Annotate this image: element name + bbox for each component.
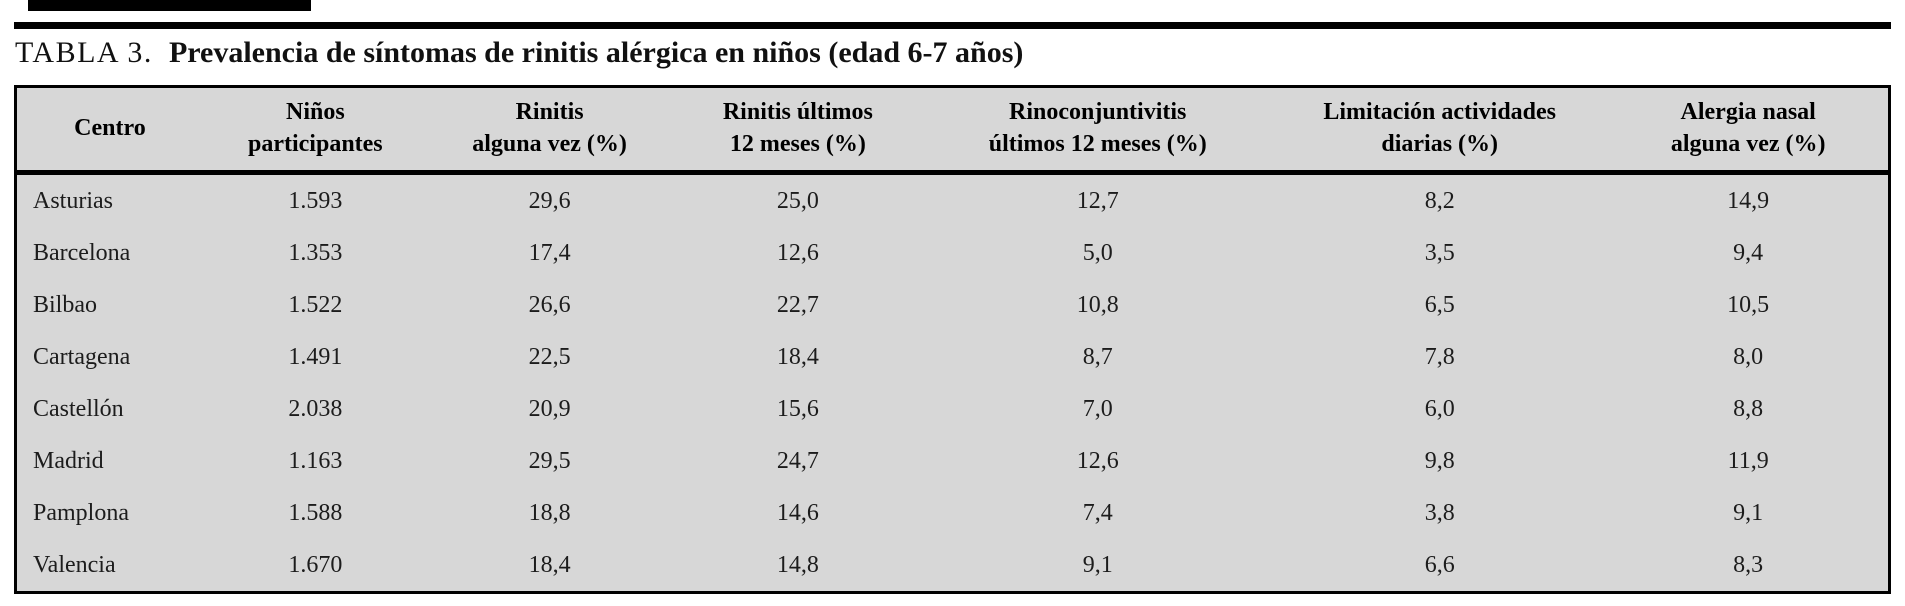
col-header-rinitis-12-meses: Rinitis últimos 12 meses (%) bbox=[671, 86, 925, 175]
value-cell: 8,2 bbox=[1424, 187, 1455, 214]
value-cell: 6,5 bbox=[1424, 291, 1455, 318]
value-cell: 11,9 bbox=[1727, 447, 1769, 474]
col-header-rinitis-alguna-vez: Rinitis alguna vez (%) bbox=[427, 86, 672, 175]
table-row: Barcelona 1.353 17,4 12,6 5,0 3,5 9,4 bbox=[16, 227, 1890, 279]
value-cell: 22,5 bbox=[528, 343, 571, 370]
col-header-alergia-nasal: Alergia nasal alguna vez (%) bbox=[1608, 86, 1890, 175]
center-name: Pamplona bbox=[33, 499, 129, 526]
center-name: Bilbao bbox=[33, 291, 97, 318]
center-name: Cartagena bbox=[33, 343, 131, 370]
col-header-ninos-participantes: Niños participantes bbox=[202, 86, 428, 175]
value-cell: 15,6 bbox=[776, 395, 819, 422]
center-name: Valencia bbox=[33, 551, 116, 578]
center-name: Castellón bbox=[33, 395, 124, 422]
value-cell: 9,4 bbox=[1733, 239, 1764, 266]
value-cell: 14,9 bbox=[1727, 187, 1770, 214]
center-name: Madrid bbox=[33, 447, 104, 474]
header-row: Centro Niños participantes Rinitis algun… bbox=[15, 86, 1890, 175]
value-cell: 25,0 bbox=[776, 187, 819, 214]
value-cell: 18,8 bbox=[528, 499, 571, 526]
value-cell: 7,0 bbox=[1082, 395, 1113, 422]
table-title-text: Prevalencia de síntomas de rinitis alérg… bbox=[168, 36, 1024, 69]
col-header-limitacion-actividades: Limitación actividades diarias (%) bbox=[1271, 86, 1609, 175]
value-cell: 2.038 bbox=[288, 395, 343, 422]
value-cell: 12,7 bbox=[1076, 187, 1119, 214]
value-cell: 10,5 bbox=[1727, 291, 1770, 318]
value-cell: 1.163 bbox=[288, 447, 343, 474]
value-cell: 6,0 bbox=[1424, 395, 1455, 422]
table-number-label: TABLA 3. bbox=[15, 36, 153, 69]
value-cell: 10,8 bbox=[1076, 291, 1119, 318]
value-cell: 9,1 bbox=[1082, 551, 1113, 578]
value-cell: 14,8 bbox=[776, 551, 819, 578]
value-cell: 9,1 bbox=[1733, 499, 1764, 526]
value-cell: 1.522 bbox=[288, 291, 343, 318]
title-top-rule bbox=[14, 22, 1891, 29]
center-name: Asturias bbox=[33, 187, 113, 214]
value-cell: 7,8 bbox=[1424, 343, 1455, 370]
value-cell: 9,8 bbox=[1424, 447, 1455, 474]
value-cell: 7,4 bbox=[1082, 499, 1113, 526]
value-cell: 3,5 bbox=[1424, 239, 1455, 266]
table-row: Cartagena 1.491 22,5 18,4 8,7 7,8 8,0 bbox=[16, 331, 1890, 383]
prevalence-table: Centro Niños participantes Rinitis algun… bbox=[14, 85, 1891, 594]
value-cell: 29,5 bbox=[528, 447, 571, 474]
table-row: Pamplona 1.588 18,8 14,6 7,4 3,8 9,1 bbox=[16, 487, 1890, 539]
value-cell: 8,0 bbox=[1733, 343, 1764, 370]
value-cell: 8,7 bbox=[1082, 343, 1113, 370]
value-cell: 3,8 bbox=[1424, 499, 1455, 526]
table-row: Valencia 1.670 18,4 14,8 9,1 6,6 8,3 bbox=[16, 539, 1890, 593]
value-cell: 17,4 bbox=[528, 239, 571, 266]
value-cell: 6,6 bbox=[1424, 551, 1455, 578]
value-cell: 24,7 bbox=[776, 447, 819, 474]
value-cell: 29,6 bbox=[528, 187, 571, 214]
value-cell: 8,8 bbox=[1733, 395, 1764, 422]
value-cell: 18,4 bbox=[776, 343, 819, 370]
value-cell: 8,3 bbox=[1733, 551, 1764, 578]
col-header-rinoconjuntivitis: Rinoconjuntivitis últimos 12 meses (%) bbox=[924, 86, 1272, 175]
value-cell: 1.491 bbox=[288, 343, 343, 370]
value-cell: 22,7 bbox=[776, 291, 819, 318]
value-cell: 1.670 bbox=[288, 551, 343, 578]
value-cell: 12,6 bbox=[776, 239, 819, 266]
value-cell: 20,9 bbox=[528, 395, 571, 422]
value-cell: 14,6 bbox=[776, 499, 819, 526]
value-cell: 1.588 bbox=[288, 499, 343, 526]
center-name: Barcelona bbox=[33, 239, 131, 266]
value-cell: 18,4 bbox=[528, 551, 571, 578]
value-cell: 1.593 bbox=[288, 187, 343, 214]
value-cell: 12,6 bbox=[1076, 447, 1119, 474]
table-row: Castellón 2.038 20,9 15,6 7,0 6,0 8,8 bbox=[16, 383, 1890, 435]
table-caption: TABLA 3. Prevalencia de síntomas de rinit… bbox=[15, 36, 1892, 70]
table-row: Bilbao 1.522 26,6 22,7 10,8 6,5 10,5 bbox=[16, 279, 1890, 331]
value-cell: 1.353 bbox=[288, 239, 343, 266]
col-header-centro: Centro bbox=[15, 86, 203, 175]
value-cell: 5,0 bbox=[1082, 239, 1113, 266]
page-edge-black-bar bbox=[28, 0, 311, 11]
value-cell: 26,6 bbox=[528, 291, 571, 318]
table-row: Madrid 1.163 29,5 24,7 12,6 9,8 11,9 bbox=[16, 435, 1890, 487]
table-row: Asturias 1.593 29,6 25,0 12,7 8,2 14,9 bbox=[16, 173, 1890, 228]
